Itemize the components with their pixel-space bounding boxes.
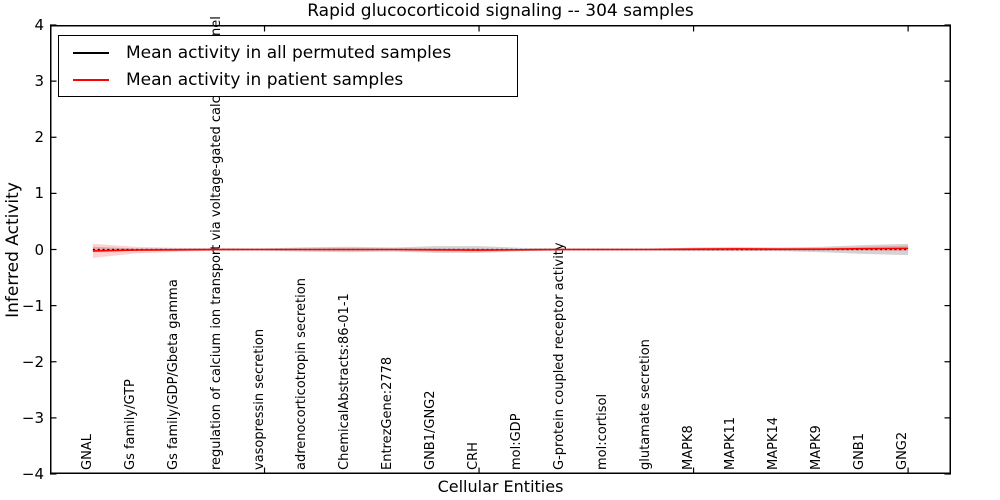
x-tick-label: glutamate secretion — [637, 339, 653, 470]
y-tick-label: 4 — [34, 16, 44, 34]
x-tick-label: EntrezGene:2778 — [380, 356, 396, 470]
x-tick-label: vasopressin secretion — [251, 328, 267, 470]
x-tick-label: MAPK11 — [723, 416, 739, 470]
y-tick-label: 0 — [34, 240, 44, 259]
legend-line-sample — [73, 78, 109, 81]
x-tick-label: G-protein coupled receptor activity — [551, 242, 567, 470]
y-tick-label: −3 — [21, 408, 44, 427]
legend-item: Mean activity in patient samples — [59, 70, 517, 90]
x-tick-label: GNG2 — [895, 431, 911, 470]
x-tick-label: mol:GDP — [508, 413, 524, 470]
x-tick-label: MAPK14 — [766, 416, 782, 470]
x-tick-label: MAPK8 — [680, 425, 696, 470]
legend-item-label: Mean activity in all permuted samples — [126, 42, 452, 63]
y-tick-label: −1 — [21, 296, 44, 315]
legend-item-label: Mean activity in patient samples — [126, 69, 404, 90]
legend-item: Mean activity in all permuted samples — [59, 43, 517, 63]
chart-title: Rapid glucocorticoid signaling -- 304 sa… — [307, 1, 694, 21]
x-tick-label: GNB1 — [852, 433, 868, 470]
y-tick-label: −4 — [21, 465, 44, 483]
x-tick-label: Gs family/GDP/Gbeta gamma — [165, 279, 181, 470]
x-tick-label: CRH — [466, 442, 482, 470]
x-axis-label: Cellular Entities — [437, 477, 564, 496]
y-tick-label: −2 — [21, 352, 44, 371]
x-tick-label: MAPK9 — [809, 425, 825, 470]
legend: Mean activity in all permuted samples Mea… — [58, 35, 518, 97]
y-tick-label: 3 — [34, 72, 44, 91]
x-tick-label: GNAL — [79, 434, 95, 470]
x-tick-label: mol:cortisol — [594, 393, 610, 470]
y-tick-label: 2 — [34, 128, 44, 147]
x-tick-label: adrenocorticotropin secretion — [294, 278, 310, 470]
y-tick-label: 1 — [34, 184, 44, 203]
x-tick-label: GNB1/GNG2 — [423, 390, 439, 470]
x-tick-label: ChemicalAbstracts:86-01-1 — [337, 293, 353, 470]
x-tick-label: Gs family/GTP — [122, 379, 138, 470]
legend-line-sample — [73, 51, 109, 54]
